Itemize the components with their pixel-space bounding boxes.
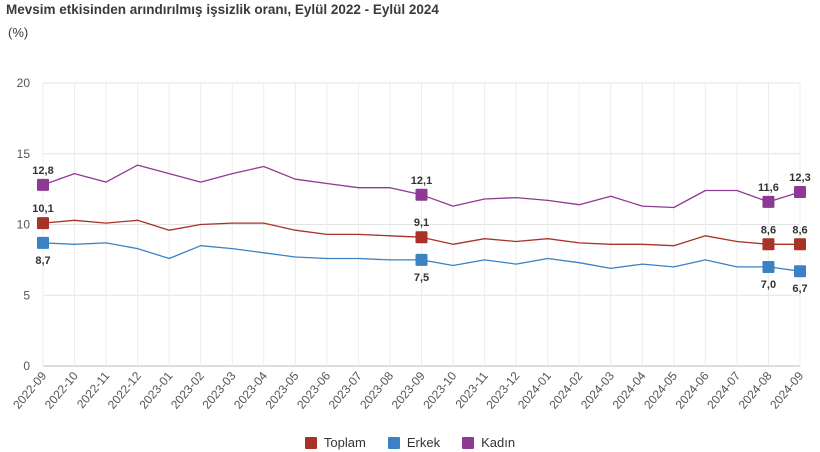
data-label: 11,6 [758,182,779,194]
x-tick-label: 2023-10 [420,369,459,412]
data-marker [794,238,806,251]
unit-label: (%) [8,25,29,40]
data-label: 8,6 [792,224,807,236]
x-tick-label: 2024-09 [767,369,806,412]
data-marker [37,217,49,230]
data-label: 8,6 [761,224,776,236]
legend-item-kadın[interactable]: Kadın [462,435,515,450]
legend-swatch [462,436,475,449]
data-marker [794,265,806,278]
x-tick-label: 2022-10 [42,369,81,412]
legend-label: Toplam [323,435,366,450]
y-tick-label: 0 [23,359,30,373]
data-label: 7,5 [414,272,429,284]
chart-title: Mevsim etkisinden arındırılmış işsizlik … [6,2,439,17]
legend-label: Erkek [406,435,441,450]
data-label: 6,7 [792,283,807,295]
y-tick-label: 5 [23,288,30,302]
data-label: 12,3 [789,172,810,184]
data-label: 8,7 [35,255,50,267]
y-tick-label: 20 [17,76,31,90]
legend-label: Kadın [481,435,516,450]
data-marker [762,238,775,251]
data-label: 12,1 [411,175,432,187]
data-label: 10,1 [32,203,53,215]
data-label: 9,1 [414,217,429,229]
legend-swatch [387,436,400,449]
data-marker [37,178,49,191]
data-marker [37,236,49,249]
legend-swatch [304,436,317,449]
data-marker [415,253,428,266]
legend-item-erkek[interactable]: Erkek [387,435,441,450]
y-tick-label: 10 [17,218,31,232]
chart-legend: Toplam Erkek Kadın [0,435,820,450]
data-marker [415,231,428,244]
data-marker [762,195,775,208]
data-marker [762,260,775,273]
legend-item-toplam[interactable]: Toplam [304,435,366,450]
y-tick-label: 15 [17,147,31,161]
data-marker [415,188,428,201]
line-chart: 051015202022-092022-102022-112022-122023… [10,76,810,412]
data-label: 12,8 [32,165,53,177]
data-label: 7,0 [761,279,776,291]
data-marker [794,185,806,198]
